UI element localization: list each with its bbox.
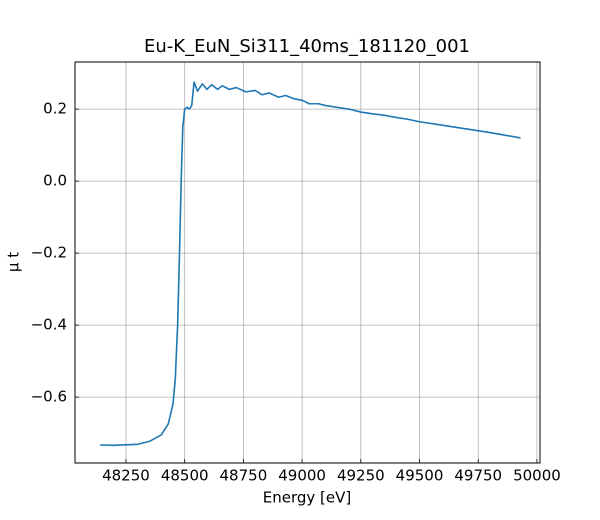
x-tick-label: 48750 — [220, 467, 268, 485]
axes-frame — [74, 61, 541, 464]
y-tick-label: −0.2 — [31, 244, 67, 262]
x-tick-label: 48250 — [102, 467, 150, 485]
y-tick-label: 0.0 — [43, 172, 67, 190]
x-tick-label: 49750 — [454, 467, 502, 485]
y-tick-label: −0.6 — [31, 388, 67, 406]
y-tick-label: 0.2 — [43, 100, 67, 118]
x-axis-label: Energy [eV] — [263, 489, 351, 507]
x-tick-label: 48500 — [161, 467, 209, 485]
x-tick-label: 49000 — [278, 467, 326, 485]
line-series — [100, 81, 521, 447]
y-tick-label: −0.4 — [31, 316, 67, 334]
x-tick-label: 50000 — [513, 467, 561, 485]
x-tick-label: 49250 — [337, 467, 385, 485]
chart-title: Eu-K_EuN_Si311_40ms_181120_001 — [144, 36, 470, 57]
grid — [75, 62, 540, 463]
x-tick-label: 49500 — [396, 467, 444, 485]
plot — [100, 81, 521, 447]
y-axis-label: μ t — [5, 252, 23, 272]
